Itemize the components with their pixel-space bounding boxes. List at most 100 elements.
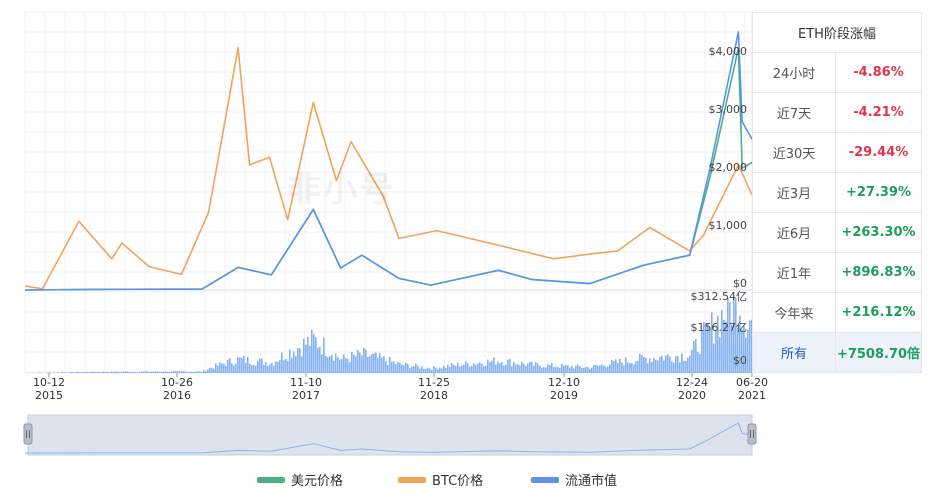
table-row[interactable]: 近1年 +896.83% [752,252,922,293]
volume-bar [57,372,59,373]
table-row[interactable]: 近3月 +27.39% [752,172,922,213]
volume-bar [335,353,337,373]
x-tick-year: 2016 [163,389,191,402]
volume-bar [219,362,221,373]
volume-bar [329,355,331,373]
period-change: -29.44% [835,132,922,173]
volume-bar [133,371,135,373]
volume-tick-label: $312.54亿 [691,290,748,303]
volume-bar [441,368,443,373]
volume-bar [579,366,581,373]
table-row[interactable]: 所有 +7508.70倍 [752,332,922,373]
volume-bar [585,366,587,373]
volume-bar [433,366,435,373]
volume-bar [341,359,343,373]
volume-bar [465,361,467,373]
period-label: 近3月 [752,172,836,213]
legend-mcap[interactable]: 流通市值 [531,470,617,489]
volume-bar [269,364,271,373]
volume-bar [377,357,379,373]
volume-bar [669,356,671,373]
legend-btc[interactable]: BTC价格 [398,470,483,489]
volume-bar [727,298,729,373]
legend-usd[interactable]: 美元价格 [257,470,343,489]
volume-bar [751,319,753,373]
navigator-right-handle[interactable] [747,423,757,445]
volume-bar [575,365,577,373]
volume-bar [123,371,125,373]
volume-bar [509,358,511,373]
table-row[interactable]: 近7天 -4.21% [752,92,922,133]
volume-bar [39,372,41,373]
volume-bar [155,371,157,373]
y-tick-label: $0 [733,277,747,290]
volume-bar [237,357,239,373]
volume-bar [613,361,615,373]
volume-bar [255,365,257,373]
volume-bar [615,359,617,373]
volume-bar [597,365,599,373]
volume-bar [639,353,641,373]
volume-bar [359,352,361,373]
volume-bar [293,351,295,373]
table-row[interactable]: 24小时 -4.86% [752,52,922,93]
volume-bar [379,353,381,373]
volume-bar [665,355,667,373]
volume-bar [409,368,411,373]
volume-bar [49,372,51,373]
volume-bar [673,362,675,373]
x-tick-year: 2019 [550,389,578,402]
x-tick-date: 11-10 [290,376,322,389]
volume-bar [239,357,241,373]
volume-bar [555,366,557,373]
volume-bar [643,357,645,373]
volume-bar [423,368,425,373]
volume-bar [617,362,619,373]
volume-bar [619,358,621,373]
navigator-window[interactable] [27,414,753,456]
series-line-2 [24,31,753,291]
volume-bar [515,364,517,373]
volume-bar [549,365,551,373]
table-row[interactable]: 今年来 +216.12% [752,292,922,333]
volume-bar [373,353,375,373]
volume-bar [403,365,405,373]
volume-bar [243,355,245,373]
volume-bar [675,355,677,373]
volume-bar [345,358,347,373]
x-tick-date: 12-10 [548,376,580,389]
range-navigator [23,414,757,456]
navigator-left-handle[interactable] [23,423,33,445]
volume-bar [491,360,493,373]
volume-bar [637,361,639,373]
volume-bar [593,365,595,373]
volume-bar [257,360,259,373]
table-row[interactable]: 近30天 -29.44% [752,132,922,173]
volume-bar [611,360,613,373]
volume-bar [101,372,103,373]
legend-btc-label: BTC价格 [432,474,484,489]
volume-bar [657,360,659,373]
period-label: 24小时 [752,52,836,93]
volume-bar [283,360,285,373]
volume-bar [685,360,687,373]
table-row[interactable]: 近6月 +263.30% [752,212,922,253]
volume-bar [393,361,395,373]
volume-bar [319,346,321,373]
volume-bar [315,337,317,373]
volume-bar [531,361,533,373]
volume-bar [609,364,611,373]
volume-bar [89,372,91,373]
volume-bar [463,364,465,373]
volume-bar [157,371,159,373]
volume-bar [139,371,141,373]
volume-bar [81,372,83,373]
volume-bar [607,366,609,373]
volume-bar [447,364,449,373]
volume-bar [483,366,485,373]
volume-bar [605,367,607,373]
volume-bar [225,365,227,373]
volume-bar [591,367,593,373]
volume-bar [717,315,719,373]
